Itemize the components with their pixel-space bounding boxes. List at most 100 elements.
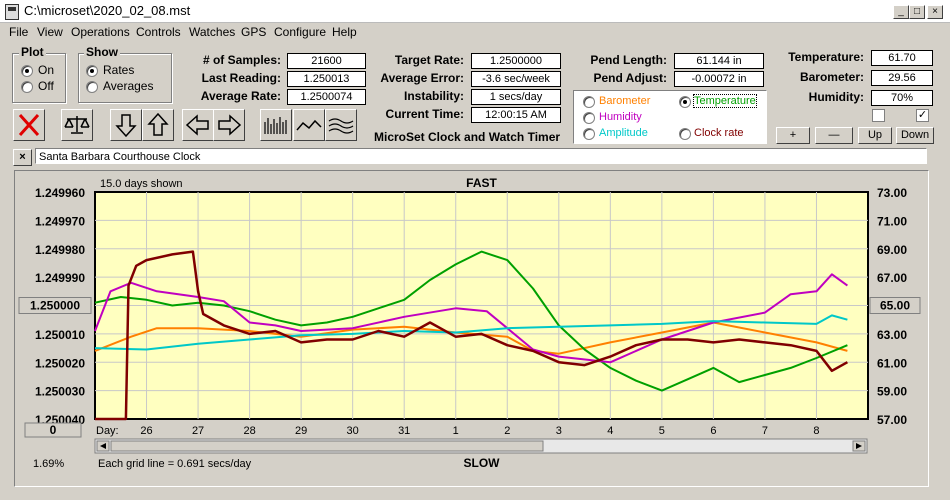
temperature-radio[interactable] — [679, 96, 691, 108]
samples-label: # of Samples: — [202, 53, 281, 67]
multi-wave-button[interactable] — [325, 109, 357, 141]
center-temp-button[interactable]: 65.00 — [869, 297, 921, 314]
plot-on-radio[interactable] — [21, 65, 33, 77]
instability-field: 1 secs/day — [471, 89, 561, 105]
show-averages-label: Averages — [103, 79, 154, 93]
day-tick-label: 29 — [295, 425, 307, 437]
temperature-field: 61.70 — [871, 50, 933, 66]
current-time-label: Current Time: — [385, 107, 464, 121]
last-reading-label: Last Reading: — [201, 71, 281, 85]
barometer-label: Barometer: — [799, 70, 864, 84]
maximize-button[interactable]: □ — [909, 5, 925, 19]
right-tick-label: 63.00 — [877, 328, 907, 342]
balance-button[interactable] — [61, 109, 93, 141]
menu-controls[interactable]: Controls — [136, 25, 181, 39]
grid-note-label: Each grid line = 0.691 secs/day — [98, 458, 252, 470]
checkbox-right[interactable]: ✓ — [916, 109, 929, 122]
series-temperature-line — [94, 250, 848, 392]
left-tick-label: 1.249990 — [35, 271, 85, 285]
target-rate-field[interactable]: 1.2500000 — [471, 53, 561, 69]
day-tick-label: 1 — [453, 425, 459, 437]
bars-button[interactable] — [260, 109, 292, 141]
window-title: C:\microset\2020_02_08.mst — [24, 3, 191, 18]
menu-view[interactable]: View — [37, 25, 63, 39]
app-name-label: MicroSet Clock and Watch Timer — [374, 130, 561, 144]
center-temp-button-label: 65.00 — [880, 299, 910, 313]
show-rates-radio[interactable] — [86, 65, 98, 77]
series-humidity-line — [94, 273, 848, 364]
pend-length-label: Pend Length: — [590, 53, 667, 67]
day-tick-label: 2 — [504, 425, 510, 437]
up-button[interactable]: Up — [858, 127, 892, 144]
checkbox-left[interactable] — [872, 109, 885, 122]
average-rate-field: 1.2500074 — [287, 89, 366, 105]
day-tick-label: 6 — [710, 425, 716, 437]
last-reading-field: 1.250013 — [287, 71, 366, 87]
arrow-up-button[interactable] — [142, 109, 174, 141]
center-rate-button-label: 1.250000 — [30, 299, 80, 313]
plot-off-radio[interactable] — [21, 81, 33, 93]
menu-watches[interactable]: Watches — [189, 25, 236, 39]
average-error-label: Average Error: — [380, 71, 464, 85]
arrow-up-icon — [147, 112, 169, 136]
right-tick-label: 71.00 — [877, 214, 907, 228]
amplitude-radio[interactable] — [583, 128, 595, 140]
series-amplitude-line — [94, 314, 848, 351]
down-button[interactable]: Down — [896, 127, 934, 144]
clock-name-input[interactable]: Santa Barbara Courthouse Clock — [35, 148, 927, 164]
average-rate-label: Average Rate: — [200, 89, 281, 103]
menu-file[interactable]: File — [9, 25, 29, 39]
humidity-field: 70% — [871, 90, 933, 106]
menu-help[interactable]: Help — [332, 25, 357, 39]
right-tick-label: 61.00 — [877, 356, 907, 370]
arrow-down-icon — [115, 114, 137, 138]
clock-name-close-button[interactable]: × — [13, 149, 32, 166]
instability-label: Instability: — [403, 89, 464, 103]
left-tick-label: 1.250020 — [35, 356, 85, 370]
samples-field: 21600 — [287, 53, 366, 69]
day-tick-label: 4 — [607, 425, 613, 437]
menu-configure[interactable]: Configure — [274, 25, 327, 39]
clock-rate-option-label: Clock rate — [694, 127, 744, 139]
barometer-radio[interactable] — [583, 96, 595, 108]
plot-off-label: Off — [38, 79, 54, 93]
left-tick-label: 1.249970 — [35, 214, 85, 228]
slow-label: SLOW — [464, 456, 501, 470]
show-group-label: Show — [84, 45, 120, 59]
right-tick-label: 69.00 — [877, 243, 907, 257]
left-tick-label: 1.249980 — [35, 243, 85, 257]
wave-button[interactable] — [293, 109, 325, 141]
barometer-field: 29.56 — [871, 70, 933, 86]
chart-canvas: 1.249960 1.249970 1.249980 1.249990 1.250010… — [18, 176, 921, 470]
scroll-thumb — [110, 440, 544, 452]
humidity-label: Humidity: — [808, 90, 864, 104]
show-averages-radio[interactable] — [86, 81, 98, 93]
show-rates-label: Rates — [103, 63, 135, 77]
plus-button[interactable]: + — [776, 127, 810, 144]
scroll-right-icon — [856, 443, 862, 449]
amplitude-option-label: Amplitude — [599, 127, 648, 139]
zero-button[interactable]: 0 — [24, 422, 82, 438]
menu-gps[interactable]: GPS — [241, 25, 267, 39]
minus-button[interactable]: — — [815, 127, 853, 144]
wave-icon — [296, 119, 322, 131]
center-rate-button[interactable]: 1.250000 — [18, 297, 92, 314]
fast-label: FAST — [466, 176, 497, 190]
center-temp-button-face — [869, 297, 921, 314]
arrow-right-button[interactable] — [213, 109, 245, 141]
humidity-radio[interactable] — [583, 112, 595, 124]
minimize-button[interactable]: _ — [893, 5, 909, 19]
clock-rate-radio[interactable] — [679, 128, 691, 140]
arrow-left-button[interactable] — [182, 109, 214, 141]
show-group — [78, 53, 172, 103]
clear-button[interactable] — [13, 109, 45, 141]
close-button[interactable]: × — [927, 5, 943, 19]
plot-on-label: On — [38, 63, 55, 77]
day-tick-label: 3 — [556, 425, 562, 437]
plot-group-label: Plot — [19, 45, 46, 59]
balance-icon — [64, 116, 90, 134]
menu-operations[interactable]: Operations — [71, 25, 130, 39]
day-tick-label: 5 — [659, 425, 665, 437]
left-tick-label: 1.249960 — [35, 186, 85, 200]
arrow-down-button[interactable] — [110, 109, 142, 141]
